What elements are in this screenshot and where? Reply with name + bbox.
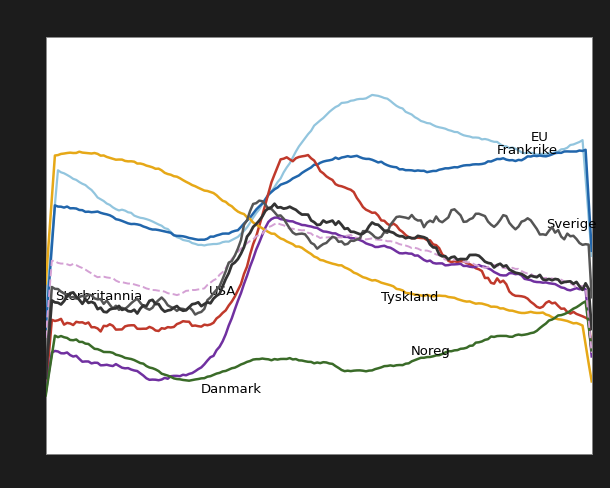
Text: USA: USA [209,285,237,299]
Text: Sverige: Sverige [545,218,596,231]
Text: Frankrike: Frankrike [497,144,558,157]
Text: Storbritannia: Storbritannia [55,290,142,303]
Text: Tyskland: Tyskland [381,291,438,304]
Text: Danmark: Danmark [201,383,262,396]
Text: EU: EU [530,131,548,144]
Text: Noreg: Noreg [411,345,451,358]
